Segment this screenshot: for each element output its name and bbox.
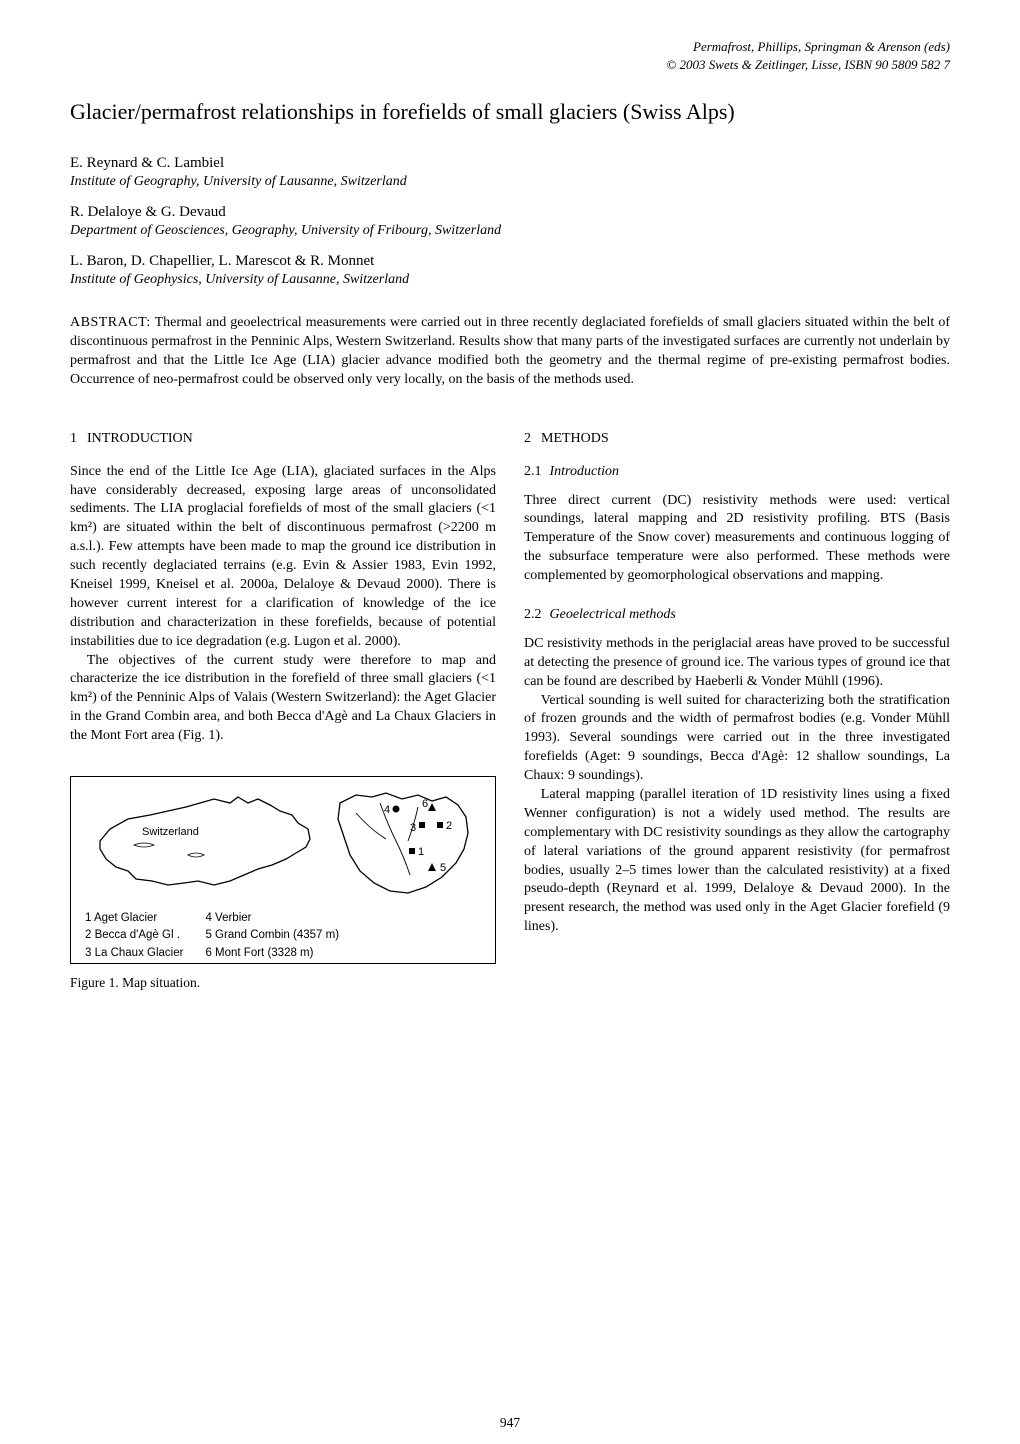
marker-2: 2	[437, 820, 452, 832]
affiliation-3: Institute of Geophysics, University of L…	[70, 271, 950, 290]
svg-text:1: 1	[418, 846, 424, 858]
section-2-number: 2	[524, 431, 531, 446]
section-1-number: 1	[70, 431, 77, 446]
geoelec-para-1: DC resistivity methods in the periglacia…	[524, 635, 950, 692]
abstract-text: Thermal and geoelectrical measurements w…	[70, 315, 950, 387]
subsection-2-1-heading: 2.1 Introduction	[524, 463, 950, 482]
header-line2: © 2003 Swets & Zeitlinger, Lisse, ISBN 9…	[70, 56, 950, 74]
sub-2-1-title: Introduction	[550, 464, 619, 479]
lake-2	[188, 853, 204, 857]
figure-legend: 1 Aget Glacier 2 Becca d'Agè Gl . 3 La C…	[79, 907, 487, 964]
section-2-title: METHODS	[541, 431, 609, 446]
running-header: Permafrost, Phillips, Springman & Arenso…	[70, 38, 950, 73]
intro-para-1: Since the end of the Little Ice Age (LIA…	[70, 463, 496, 652]
marker-4: 4	[384, 804, 400, 816]
svg-text:4: 4	[384, 804, 390, 816]
abstract: ABSTRACT: Thermal and geoelectrical meas…	[70, 314, 950, 390]
legend-item-1: 1 Aget Glacier	[85, 911, 183, 927]
sub-2-2-number: 2.2	[524, 607, 542, 622]
left-column: 1 INTRODUCTION Since the end of the Littl…	[70, 430, 496, 992]
svg-text:6: 6	[422, 798, 428, 810]
author-block-1: E. Reynard & C. Lambiel Institute of Geo…	[70, 153, 950, 192]
figure-caption-label: Figure 1.	[70, 975, 119, 990]
legend-item-3: 3 La Chaux Glacier	[85, 946, 183, 962]
section-1-title: INTRODUCTION	[87, 431, 193, 446]
section-1-heading: 1 INTRODUCTION	[70, 430, 496, 449]
svg-text:3: 3	[410, 822, 416, 834]
right-column: 2 METHODS 2.1 Introduction Three direct cu…	[524, 430, 950, 992]
sub-2-1-number: 2.1	[524, 464, 542, 479]
authors-3: L. Baron, D. Chapellier, L. Marescot & R…	[70, 251, 950, 271]
ch-outline	[100, 797, 310, 885]
intro-para-2: The objectives of the current study were…	[70, 652, 496, 746]
header-line1: Permafrost, Phillips, Springman & Arenso…	[70, 38, 950, 56]
abstract-label: ABSTRACT:	[70, 315, 151, 330]
paper-title: Glacier/permafrost relationships in fore…	[70, 97, 950, 127]
figure-1-caption: Figure 1. Map situation.	[70, 974, 496, 992]
figure-caption-text: Map situation.	[119, 975, 200, 990]
page-number: 947	[500, 1414, 520, 1432]
legend-col-right: 4 Verbier 5 Grand Combin (4357 m) 6 Mont…	[205, 911, 339, 964]
author-block-2: R. Delaloye & G. Devaud Department of Ge…	[70, 202, 950, 241]
legend-col-left: 1 Aget Glacier 2 Becca d'Agè Gl . 3 La C…	[85, 911, 183, 964]
marker-1: 1	[409, 846, 424, 858]
author-block-3: L. Baron, D. Chapellier, L. Marescot & R…	[70, 251, 950, 290]
authors-2: R. Delaloye & G. Devaud	[70, 202, 950, 222]
figure-1: Switzerland 4 6 3 2	[70, 776, 496, 964]
methods-intro-para: Three direct current (DC) resistivity me…	[524, 492, 950, 586]
switzerland-label: Switzerland	[142, 826, 199, 838]
switzerland-map-svg: Switzerland 4 6 3 2	[79, 785, 487, 900]
valley-line-2	[356, 813, 386, 839]
legend-item-6: 6 Mont Fort (3328 m)	[205, 946, 339, 962]
geoelec-para-2: Vertical sounding is well suited for cha…	[524, 692, 950, 786]
subsection-2-2-heading: 2.2 Geoelectrical methods	[524, 606, 950, 625]
lake-1	[134, 843, 154, 847]
legend-item-5: 5 Grand Combin (4357 m)	[205, 928, 339, 944]
region-outline	[338, 793, 468, 893]
legend-item-2: 2 Becca d'Agè Gl .	[85, 928, 183, 944]
svg-text:5: 5	[440, 862, 446, 874]
affiliation-1: Institute of Geography, University of La…	[70, 173, 950, 192]
marker-3: 3	[410, 822, 425, 834]
legend-item-4: 4 Verbier	[205, 911, 339, 927]
sub-2-2-title: Geoelectrical methods	[550, 607, 676, 622]
authors-1: E. Reynard & C. Lambiel	[70, 153, 950, 173]
marker-5: 5	[428, 862, 446, 874]
section-2-heading: 2 METHODS	[524, 430, 950, 449]
geoelec-para-3: Lateral mapping (parallel iteration of 1…	[524, 786, 950, 937]
svg-text:2: 2	[446, 820, 452, 832]
affiliation-2: Department of Geosciences, Geography, Un…	[70, 222, 950, 241]
two-column-layout: 1 INTRODUCTION Since the end of the Littl…	[70, 430, 950, 992]
